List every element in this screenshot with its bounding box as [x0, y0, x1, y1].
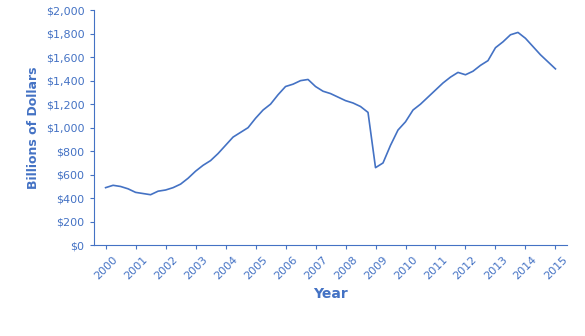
Y-axis label: Billions of Dollars: Billions of Dollars [27, 67, 40, 189]
X-axis label: Year: Year [313, 287, 348, 301]
